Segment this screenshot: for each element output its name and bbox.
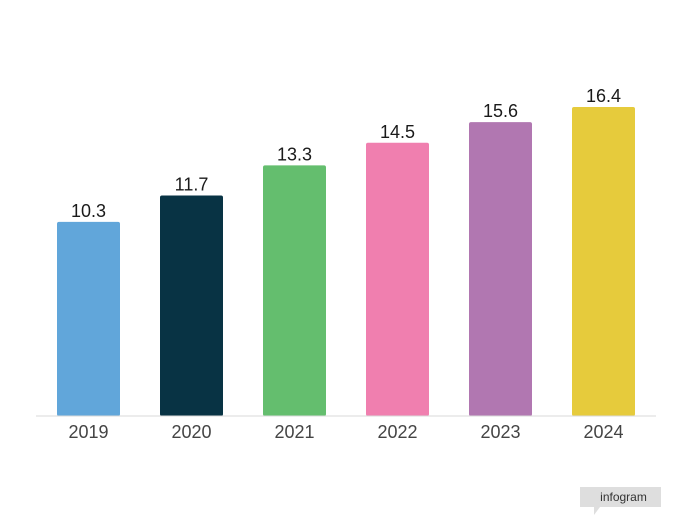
infogram-badge-shape [580,487,661,515]
bar-2020[interactable] [160,195,223,416]
tick-labels-layer: 2019 2020 2021 2022 2023 2024 [68,422,623,442]
x-tick-label-2019: 2019 [68,422,108,442]
value-label-2019: 10.3 [71,201,106,221]
infogram-logo-text: infogram [600,490,647,504]
bar-2023[interactable] [469,122,532,416]
x-tick-label-2023: 2023 [480,422,520,442]
bar-2019[interactable] [57,221,120,416]
value-label-2020: 11.7 [175,175,209,195]
bar-2022[interactable] [366,142,429,417]
value-label-2022: 14.5 [380,122,415,142]
bar-2024[interactable] [572,107,635,416]
value-label-2024: 16.4 [586,86,621,106]
value-labels-layer: 10.3 11.7 13.3 14.5 15.6 16.4 [71,86,621,221]
value-label-2021: 13.3 [277,144,312,164]
x-tick-label-2020: 2020 [171,422,211,442]
value-label-2023: 15.6 [483,101,518,121]
bars-layer [57,107,635,417]
bar-2021[interactable] [263,165,326,416]
x-tick-label-2022: 2022 [377,422,417,442]
infogram-badge[interactable]: infogram [580,487,661,515]
x-tick-label-2024: 2024 [583,422,623,442]
x-tick-label-2021: 2021 [274,422,314,442]
